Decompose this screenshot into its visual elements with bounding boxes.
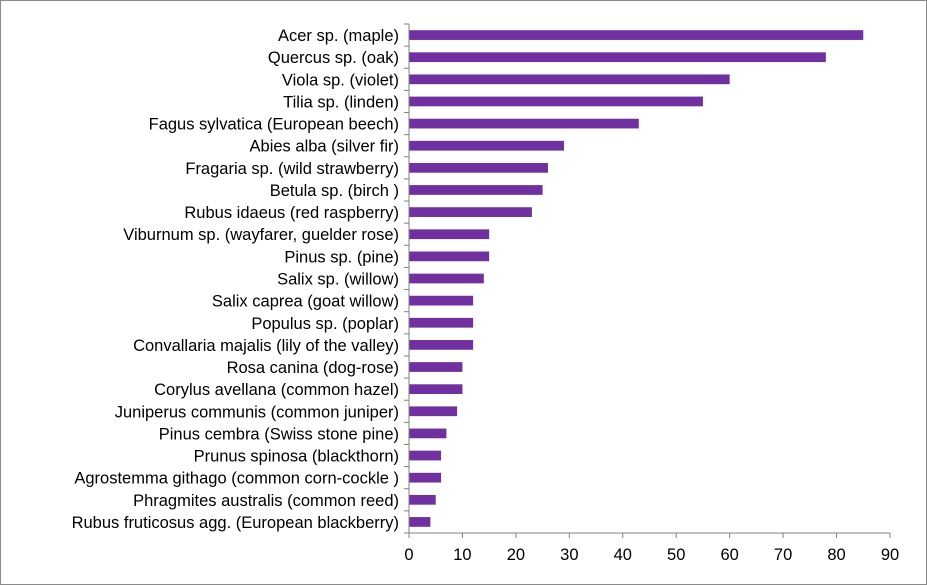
category-label: Abies alba (silver fir) [250,138,399,156]
bar [409,74,730,85]
bar [409,450,442,461]
category-label: Quercus sp. (oak) [268,49,399,67]
category-label: Agrostemma githago (common corn-cockle ) [74,470,399,488]
category-label: Convallaria majalis (lily of the valley) [133,337,399,355]
category-label: Viola sp. (violet) [282,71,399,89]
x-tick-label: 10 [453,546,471,564]
x-tick-label: 0 [404,546,413,564]
bar [409,118,639,129]
x-tick-label: 90 [881,546,899,564]
bar [409,384,463,395]
category-label: Pinus cembra (Swiss stone pine) [159,425,399,443]
category-label: Rubus fruticosus agg. (European blackber… [72,514,399,532]
bar [409,52,826,63]
category-labels-group: Acer sp. (maple) Quercus sp. (oak) Viola s… [72,27,399,532]
category-label: Phragmites australis (common reed) [133,492,399,510]
bar [409,207,532,217]
bar [409,317,474,328]
x-tick-label: 20 [507,546,525,564]
category-label: Rosa canina (dog-rose) [227,359,399,377]
bar [409,251,490,262]
category-label: Prunus spinosa (blackthorn) [194,448,399,466]
axes-group [404,23,891,538]
bar [409,517,431,527]
category-label: Acer sp. (maple) [278,27,399,45]
bar [409,472,442,483]
bar [409,295,474,306]
bar [409,30,864,40]
bar [409,229,490,240]
category-label: Fagus sylvatica (European beech) [149,116,399,134]
bar [409,340,474,350]
x-tick-label: 70 [774,546,792,564]
category-label: Viburnum sp. (wayfarer, guelder rose) [123,226,399,244]
x-tick-label: 60 [720,546,738,564]
bar [409,96,703,107]
bar [409,185,543,195]
x-tick-label: 80 [827,546,845,564]
category-label: Betula sp. (birch ) [270,182,399,200]
bar [409,273,484,284]
category-label: Tilia sp. (linden) [283,93,399,111]
category-label: Corylus avellana (common hazel) [154,381,399,399]
bar [409,406,458,417]
bar [409,362,463,372]
category-label: Rubus idaeus (red raspberry) [184,204,399,222]
bar [409,428,447,439]
category-label: Salix sp. (willow) [277,271,399,289]
bar [409,494,436,505]
category-label: Pinus sp. (pine) [284,248,399,266]
category-label: Fragaria sp. (wild strawberry) [185,160,399,178]
category-label: Populus sp. (poplar) [251,315,399,333]
category-label: Salix caprea (goat willow) [212,293,399,311]
bars-group [409,30,864,527]
bar [409,140,564,151]
bar [409,162,548,173]
x-tick-label: 40 [614,546,632,564]
x-tick-label: 30 [560,546,578,564]
x-tick-labels-group: 0 10 20 30 40 50 60 70 80 90 [404,546,899,564]
x-tick-label: 50 [667,546,685,564]
category-label: Juniperus communis (common juniper) [115,403,399,421]
